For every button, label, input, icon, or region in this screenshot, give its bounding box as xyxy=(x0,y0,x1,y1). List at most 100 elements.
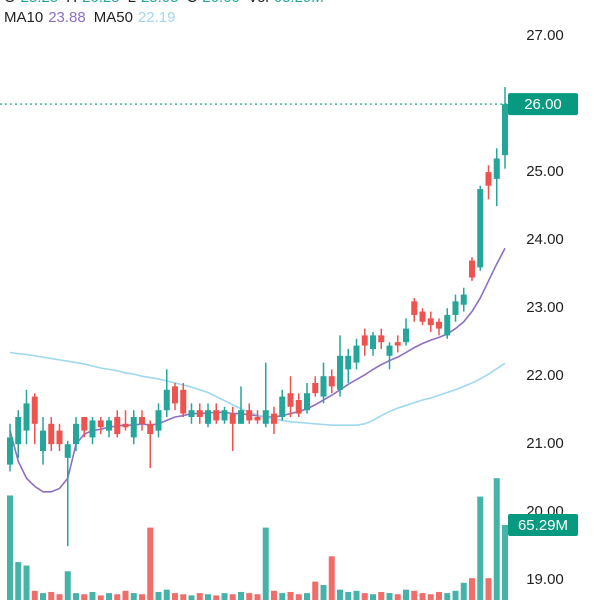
candle-body xyxy=(287,393,294,407)
candle-body xyxy=(40,430,46,452)
volume-bar xyxy=(460,582,467,600)
candle-body xyxy=(139,417,145,424)
candle-body xyxy=(81,417,88,431)
volume-bar xyxy=(130,593,137,600)
y-tick-label: 22.00 xyxy=(526,367,564,384)
legend-value: 23.88 xyxy=(48,9,86,26)
volume-bar xyxy=(15,562,22,600)
volume-bar xyxy=(114,594,121,600)
volume-bar xyxy=(361,593,368,600)
candle-body xyxy=(353,345,360,363)
y-tick-label: 24.00 xyxy=(526,231,564,248)
volume-bar xyxy=(56,594,63,600)
volume-bar xyxy=(493,478,500,600)
volume-bar xyxy=(337,589,343,600)
volume-bar xyxy=(436,591,442,600)
y-tick-label: 21.00 xyxy=(526,435,564,452)
y-tick-label: 19.00 xyxy=(526,571,564,588)
volume-bar xyxy=(64,571,71,600)
candle-body xyxy=(403,328,409,343)
volume-bar xyxy=(370,594,376,600)
volume-bar xyxy=(279,593,286,600)
volume-bar xyxy=(40,593,46,600)
volume-bar xyxy=(304,593,310,600)
candle-body xyxy=(246,410,253,421)
ohlc-value: 26.00 xyxy=(202,0,240,6)
candle-body xyxy=(221,410,228,421)
candle-body xyxy=(477,189,484,268)
volume-bar xyxy=(444,593,451,600)
volume-bar xyxy=(23,565,30,600)
volume-bar xyxy=(262,527,269,600)
candle-body xyxy=(452,301,459,315)
candle-body xyxy=(205,410,211,424)
volume-bar xyxy=(81,594,88,600)
volume-bar xyxy=(196,593,203,600)
candle-body xyxy=(436,321,442,329)
candle-body xyxy=(73,423,79,445)
volume-bar xyxy=(328,556,335,600)
candle-body xyxy=(213,410,220,421)
volume-bar xyxy=(188,595,195,600)
candle-body xyxy=(485,172,492,186)
volume-bar xyxy=(295,594,302,600)
volume-bar xyxy=(411,590,418,600)
y-tick-label: 25.00 xyxy=(526,163,564,180)
volume-bar xyxy=(320,585,327,600)
volume-bar xyxy=(221,593,228,600)
candle-body xyxy=(23,403,30,431)
candle-body xyxy=(106,420,112,431)
candle-body xyxy=(172,386,178,404)
candle-body xyxy=(64,444,71,458)
ohlc-label: C xyxy=(187,0,198,6)
volume-bar xyxy=(205,594,211,600)
volume-bar xyxy=(353,590,360,600)
candle-body xyxy=(122,423,129,428)
volume-bar xyxy=(31,590,38,600)
ohlc-label: O xyxy=(4,0,16,6)
volume-bar xyxy=(155,591,162,600)
volume-bar xyxy=(386,593,393,600)
price-tag-label: 26.00 xyxy=(524,96,562,113)
legend-value: 22.19 xyxy=(138,9,176,26)
candle-body xyxy=(469,260,475,278)
candle-body xyxy=(328,376,335,387)
volume-bar xyxy=(106,593,112,600)
volume-bar xyxy=(229,594,236,600)
ohlc-value: 25.25 xyxy=(21,0,59,6)
volume-bar xyxy=(378,591,385,600)
volume-bar xyxy=(180,594,187,600)
volume-tag xyxy=(508,513,578,536)
volume-bar xyxy=(469,578,475,600)
candle-body xyxy=(155,410,162,431)
candle-body xyxy=(378,335,385,343)
candle-body xyxy=(394,342,401,346)
candle-body xyxy=(419,311,426,322)
volume-bar xyxy=(452,590,459,600)
volume-bar xyxy=(254,594,261,600)
candle-body xyxy=(295,400,302,414)
price-layer: 19.0020.0021.0022.0023.0024.0025.0026.00… xyxy=(0,27,578,588)
candle-body xyxy=(279,396,286,418)
volume-tag-label: 65.29M xyxy=(518,517,568,534)
candle-body xyxy=(262,410,269,424)
price-tag xyxy=(508,93,578,116)
candle-body xyxy=(312,382,319,394)
ohlc-value: 26.25 xyxy=(82,0,120,6)
legend-label: MA10 xyxy=(4,9,43,26)
candle-body xyxy=(97,420,104,428)
candle-body xyxy=(271,413,277,424)
volume-bar xyxy=(477,496,484,600)
ohlc-label: H xyxy=(66,0,77,6)
ma-line xyxy=(9,247,506,493)
candle-body xyxy=(320,376,327,397)
volume-bar xyxy=(139,594,145,600)
y-tick-label: 23.00 xyxy=(526,299,564,316)
candle-body xyxy=(502,104,508,156)
volume-bar xyxy=(312,581,319,600)
volume-bar xyxy=(246,593,253,600)
volume-bar xyxy=(122,590,129,600)
volume-bar xyxy=(7,495,13,600)
candle-body xyxy=(31,396,38,424)
candle-body xyxy=(427,318,434,326)
